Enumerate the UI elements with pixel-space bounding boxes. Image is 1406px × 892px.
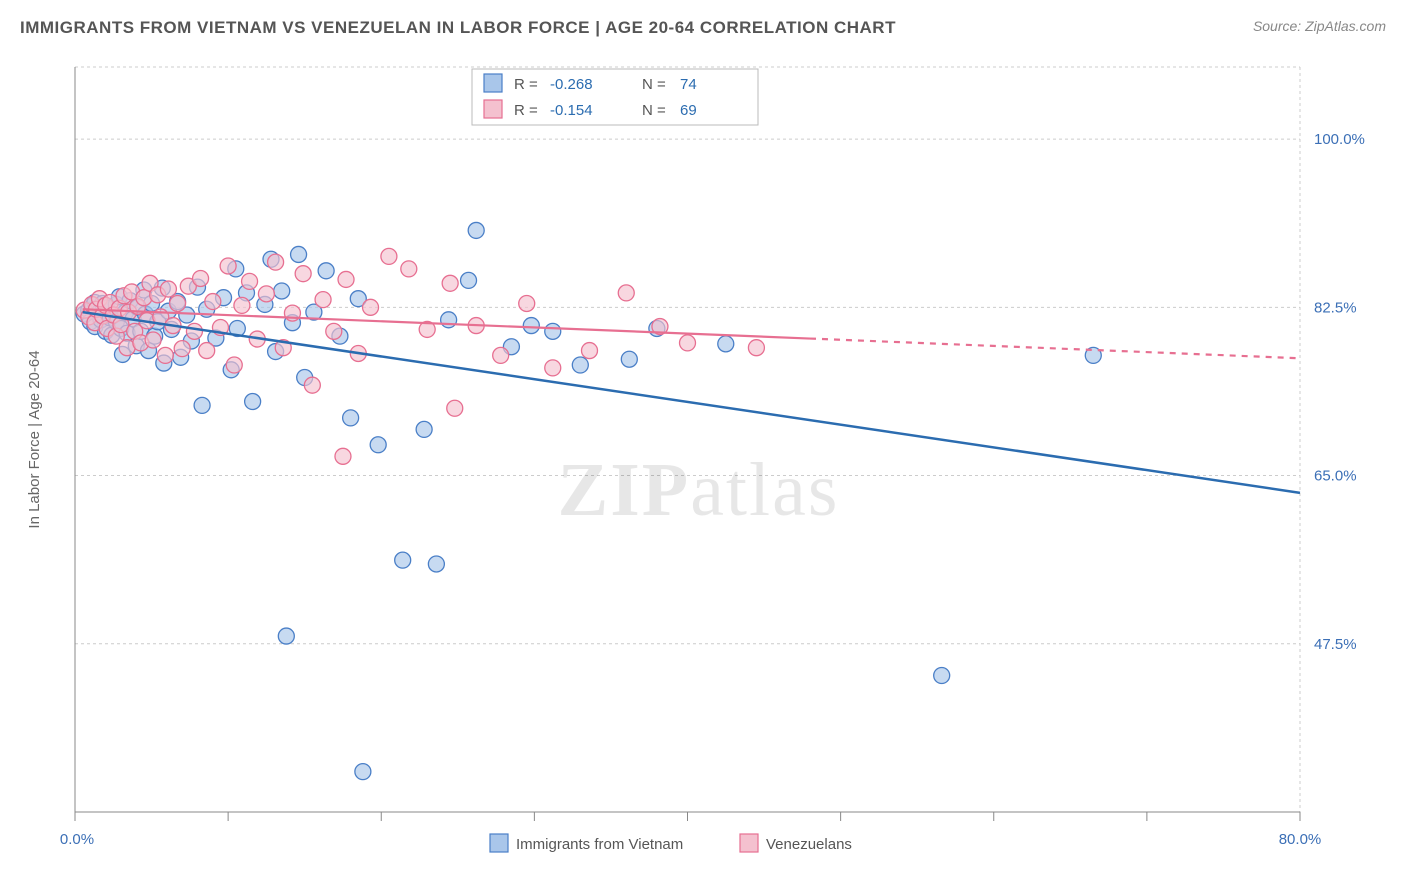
vietnam-point [370, 437, 386, 453]
venezuelan-point [363, 299, 379, 315]
vietnam-point [428, 556, 444, 572]
correlation-chart: 47.5% 65.0% 82.5% 100.0% 0.0% 80.0% In Labor F… [20, 55, 1386, 872]
venezuelan-point [295, 266, 311, 282]
vietnam-point [523, 318, 539, 334]
venezuelan-point [193, 270, 209, 286]
stats-R-value-vietnam: -0.268 [550, 76, 593, 93]
stats-N-value-venezuelan: 69 [680, 102, 697, 119]
y-gridline-label: 47.5% [1314, 636, 1357, 653]
venezuelan-point [186, 323, 202, 339]
y-axis-label: In Labor Force | Age 20-64 [26, 350, 43, 528]
legend-label-venezuelan: Venezuelans [766, 836, 852, 853]
x-tick-label: 80.0% [1279, 831, 1322, 848]
venezuelan-point [748, 340, 764, 356]
vietnam-point [416, 421, 432, 437]
venezuelan-point [381, 248, 397, 264]
venezuelan-point [493, 347, 509, 363]
venezuelan-point [315, 292, 331, 308]
venezuelan-point [618, 285, 634, 301]
venezuelan-point [226, 357, 242, 373]
venezuelan-point [335, 448, 351, 464]
legend-label-vietnam: Immigrants from Vietnam [516, 836, 683, 853]
venezuelan-point [338, 271, 354, 287]
y-gridline-label: 82.5% [1314, 299, 1357, 316]
venezuelan-point [545, 360, 561, 376]
venezuelan-point [145, 332, 161, 348]
stats-N-label: N = [642, 76, 666, 93]
stats-swatch-vietnam [484, 74, 502, 92]
venezuelan-point [582, 343, 598, 359]
vietnam-point [718, 336, 734, 352]
venezuelan-point [258, 286, 274, 302]
chart-container: 47.5% 65.0% 82.5% 100.0% 0.0% 80.0% In Labor F… [20, 55, 1386, 872]
y-gridline-label: 100.0% [1314, 131, 1365, 148]
venezuelan-point [220, 258, 236, 274]
vietnam-point [291, 246, 307, 262]
vietnam-point [245, 394, 261, 410]
vietnam-point [461, 272, 477, 288]
venezuelan-point [199, 343, 215, 359]
vietnam-point [441, 312, 457, 328]
vietnam-point [278, 628, 294, 644]
venezuelan-point [234, 297, 250, 313]
venezuelan-point [160, 281, 176, 297]
stats-R-label: R = [514, 76, 538, 93]
vietnam-point [318, 263, 334, 279]
legend-swatch-venezuelan [740, 834, 758, 852]
stats-N-value-vietnam: 74 [680, 76, 697, 93]
venezuelan-point [304, 377, 320, 393]
venezuelan-point [519, 295, 535, 311]
venezuelan-point [157, 347, 173, 363]
vietnam-point [355, 764, 371, 780]
vietnam-point [468, 222, 484, 238]
venezuelan-point [174, 341, 190, 357]
vietnam-point [194, 397, 210, 413]
chart-source: Source: ZipAtlas.com [1253, 18, 1386, 34]
y-gridline-label: 65.0% [1314, 468, 1357, 485]
vietnam-point [934, 667, 950, 683]
vietnam-point [274, 283, 290, 299]
vietnam-point [545, 323, 561, 339]
venezuelan-point [268, 254, 284, 270]
venezuelan-point [205, 294, 221, 310]
venezuelan-point [447, 400, 463, 416]
venezuelan-point [170, 295, 186, 311]
chart-title: IMMIGRANTS FROM VIETNAM VS VENEZUELAN IN… [20, 18, 896, 38]
vietnam-point [572, 357, 588, 373]
vietnam-point [395, 552, 411, 568]
vietnam-point [621, 351, 637, 367]
stats-R-label: R = [514, 102, 538, 119]
venezuelan-point [242, 273, 258, 289]
legend-swatch-vietnam [490, 834, 508, 852]
venezuelan-point [442, 275, 458, 291]
venezuelan-point [326, 323, 342, 339]
stats-swatch-venezuelan [484, 100, 502, 118]
stats-R-value-venezuelan: -0.154 [550, 102, 593, 119]
stats-N-label: N = [642, 102, 666, 119]
venezuelan-point [680, 335, 696, 351]
vietnam-point [343, 410, 359, 426]
venezuelan-trendline-extrap [810, 339, 1300, 359]
venezuelan-point [401, 261, 417, 277]
x-tick-label: 0.0% [60, 831, 94, 848]
